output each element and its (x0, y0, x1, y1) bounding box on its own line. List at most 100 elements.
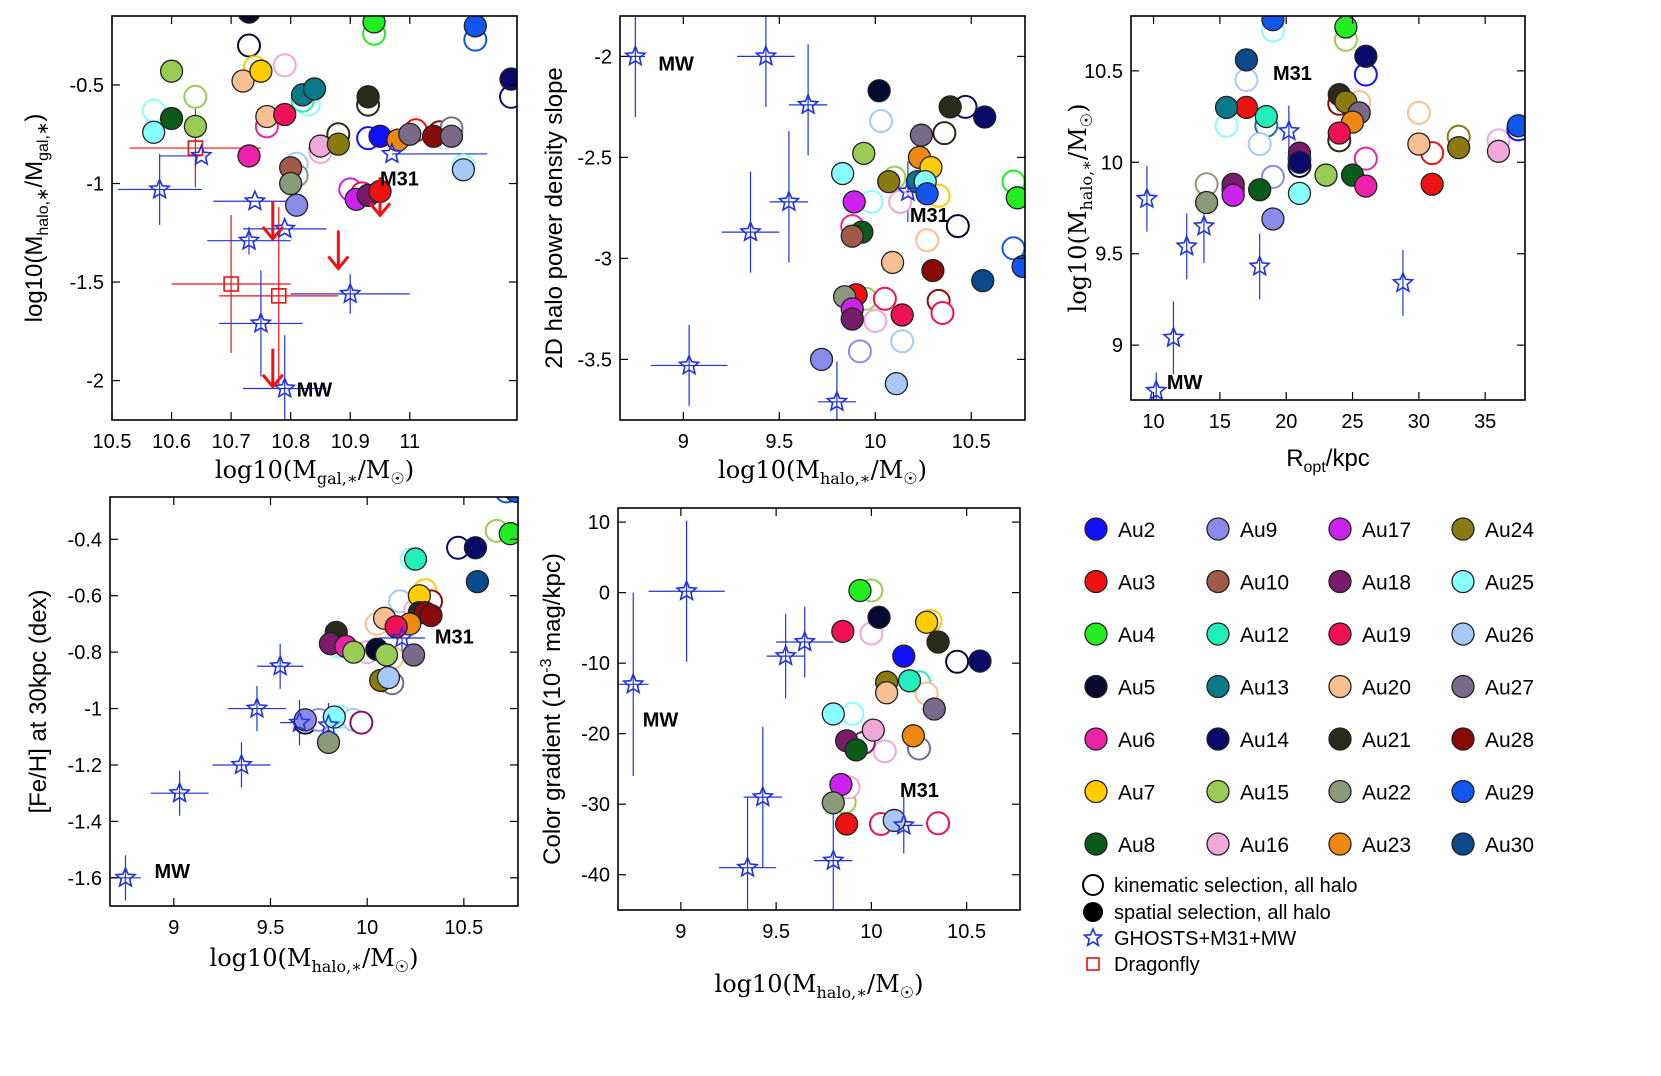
spatial-point-au29 (463, 16, 487, 38)
y-tick-label: -40 (581, 865, 610, 887)
kinematic-point-au19 (926, 811, 951, 836)
spatial-point-au29 (915, 182, 939, 206)
kinematic-point-au20 (915, 228, 940, 253)
legend-label: Au18 (1362, 572, 1411, 595)
ghosts-point (751, 785, 775, 807)
ghosts-point (774, 644, 798, 666)
legend-marker-open-circle: kinematic selection, all halo (1082, 874, 1357, 897)
y-tick-label: -0.5 (70, 75, 104, 97)
spatial-point-au14 (973, 105, 997, 129)
annotation-m31: M31 (435, 627, 474, 649)
legend-label: Au5 (1118, 677, 1155, 700)
spatial-point-au20 (880, 250, 905, 275)
legend-swatch (1451, 832, 1475, 856)
upper-limit-arrowhead (261, 225, 284, 242)
spatial-point-au22 (821, 791, 845, 815)
legend-swatch (1084, 674, 1108, 699)
legend-swatch (1328, 674, 1352, 699)
legend-label: Au7 (1118, 782, 1155, 805)
ghosts-point (1161, 325, 1186, 348)
legend-swatch (1328, 622, 1352, 646)
kinematic-point-au26 (1247, 132, 1272, 156)
ghosts-point (273, 216, 297, 239)
ghosts-point (1248, 254, 1272, 277)
legend-swatch (1206, 832, 1230, 856)
spatial-point-au20 (874, 681, 899, 705)
y-tick-label: -1 (86, 174, 104, 196)
annotation-mw: MW (1167, 372, 1203, 394)
kinematic-point-au20 (1406, 100, 1431, 125)
plot-area (117, 16, 517, 420)
spatial-point-au24 (877, 169, 901, 194)
legend-item-au15: Au15 (1206, 779, 1289, 805)
kinematic-point-au16 (872, 739, 897, 764)
spatial-point-au21 (356, 85, 380, 109)
ghosts-point (1192, 214, 1216, 237)
x-tick-label: 10.5 (444, 917, 483, 939)
legend-swatch (1206, 517, 1230, 541)
y-tick-label: -2.5 (578, 147, 612, 169)
spatial-point-au3 (1420, 172, 1444, 196)
legend-item-au5: Au5 (1084, 674, 1155, 700)
legend-item-au12: Au12 (1206, 622, 1289, 647)
annotation-mw: MW (658, 54, 694, 76)
legend-item-au22: Au22 (1328, 779, 1411, 805)
ghosts-point (114, 865, 138, 888)
spatial-point-au27 (401, 643, 426, 667)
kinematic-point-au5 (945, 649, 970, 674)
spatial-point-au19 (273, 102, 297, 127)
legend-swatch (1084, 517, 1108, 541)
y-tick-label: -0.8 (68, 642, 102, 664)
legend-marker-filled-circle: spatial selection, all halo (1083, 902, 1331, 924)
legend-label: Au30 (1485, 834, 1534, 857)
spatial-point-au29 (1011, 254, 1025, 279)
legend-item-au30: Au30 (1451, 832, 1534, 857)
x-tick-label: 11 (399, 431, 420, 453)
legend-item-au4: Au4 (1084, 622, 1156, 647)
ghosts-point (148, 177, 172, 200)
spatial-point-au15 (852, 141, 876, 166)
ghosts-point (796, 92, 820, 115)
y-axis-label: 2D halo power density slope (541, 67, 568, 369)
spatial-point-au3 (834, 812, 859, 836)
legend-marker-square: Dragonfly (1086, 954, 1200, 976)
legend-label: Au16 (1240, 834, 1289, 857)
plot-area (110, 497, 518, 901)
ghosts-point (1135, 186, 1159, 209)
legend-item-au7: Au7 (1084, 779, 1155, 805)
ghosts-point (1391, 270, 1415, 293)
spatial-point-au27 (439, 124, 464, 148)
ghosts-point (230, 752, 253, 775)
legend-swatch (1206, 674, 1230, 699)
y-tick-label: -1.6 (68, 868, 102, 890)
x-axis-label: log10(Mhalo,∗/M☉) (715, 970, 924, 1002)
spatial-point-au15 (183, 114, 208, 139)
y-tick-label: 10 (1101, 152, 1123, 174)
y-tick-label: -1.2 (68, 755, 102, 777)
spatial-point-au13 (302, 77, 327, 101)
ghosts-point (793, 629, 817, 652)
legend-item-au14: Au14 (1206, 727, 1289, 752)
spatial-point-au15 (159, 59, 184, 83)
legend-swatch (1451, 569, 1475, 594)
x-tick-label: 10 (1142, 411, 1164, 433)
ghosts-point (739, 220, 762, 242)
legend-item-au28: Au28 (1451, 727, 1534, 752)
legend-swatch (1328, 569, 1352, 594)
spatial-point-au22 (1194, 190, 1219, 215)
legend-item-au17: Au17 (1328, 517, 1411, 542)
legend-item-au19: Au19 (1328, 622, 1411, 647)
x-axis-label: log10(Mhalo,∗/M☉) (718, 456, 927, 488)
ghosts-point (288, 710, 311, 733)
spatial-point-au21 (926, 630, 950, 654)
axes-frame (111, 15, 518, 421)
legend-item-au6: Au6 (1084, 727, 1155, 752)
spatial-point-au15 (374, 643, 399, 667)
legend-label: Au12 (1240, 624, 1289, 647)
axes-frame (617, 507, 1021, 911)
kinematic-point-au26 (1234, 68, 1259, 92)
x-axis-label: Ropt/kpc (1286, 445, 1370, 476)
legend-item-au13: Au13 (1206, 674, 1289, 700)
legend-label: Au21 (1362, 729, 1411, 752)
spatial-point-au25 (821, 702, 845, 726)
